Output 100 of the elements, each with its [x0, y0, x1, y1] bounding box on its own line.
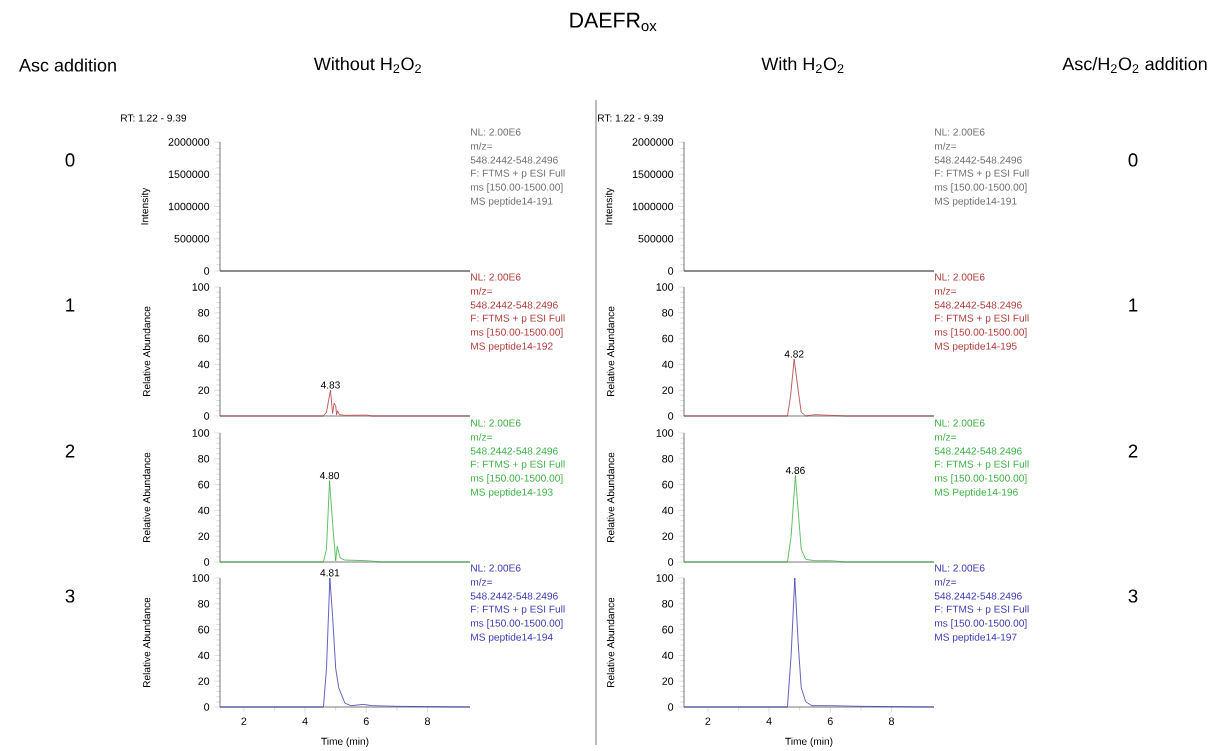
annotation: 4.83: [320, 381, 340, 389]
text: m/z=: [934, 578, 957, 586]
text: Asc/H$_{2}$O$_{2}$ addition: [1062, 57, 1207, 73]
text: NL: 2.00E6: [471, 128, 521, 136]
x-tick-label: 6: [363, 717, 369, 725]
y-tick-label: 80: [662, 455, 674, 463]
text: NL: 2.00E6: [935, 273, 985, 281]
text: ms [150.00-1500.00]: [934, 474, 1027, 484]
y-tick-label: 60: [662, 480, 674, 489]
y-tick-label: 0: [204, 558, 210, 566]
y-tick-label: 100: [656, 429, 674, 437]
text: F: FTMS + p ESI Full: [935, 314, 1029, 324]
text: RT: 1.22 - 9.39: [121, 114, 187, 122]
line-series: [683, 577, 935, 708]
y-tick-label: 0: [204, 412, 210, 420]
y-tick-label: 40: [661, 651, 674, 660]
y-tick-label: 0: [668, 558, 674, 566]
text: 548.2442-548.2496: [934, 156, 1022, 164]
annotation: 4.81: [320, 569, 340, 577]
text: 0: [65, 153, 75, 167]
text: MS peptide14-195: [935, 342, 1017, 352]
x-axis-title: Time (min): [321, 737, 369, 747]
text: ms [150.00-1500.00]: [470, 183, 563, 193]
y-tick-label: 100: [192, 429, 210, 437]
y-tick-label: 60: [198, 480, 210, 489]
x-tick-label: 8: [424, 717, 430, 725]
y-tick-label: 80: [662, 309, 674, 317]
text: RT: 1.22 - 9.39: [598, 114, 664, 122]
text: 548.2442-548.2496: [470, 592, 558, 600]
x-tick-label: 4: [766, 717, 772, 725]
y-tick-label: 40: [661, 360, 674, 369]
text: 548.2442-548.2496: [470, 301, 558, 309]
y-tick-label: 20: [662, 386, 674, 394]
text: ms [150.00-1500.00]: [470, 474, 563, 484]
y-tick-label: 40: [661, 506, 674, 515]
y-tick-label: 20: [198, 386, 210, 394]
text: ms [150.00-1500.00]: [934, 619, 1027, 629]
line-series: [219, 577, 471, 708]
y-axis-title: Intensity: [604, 187, 615, 225]
y-axis-title: Intensity: [140, 187, 151, 225]
y-tick-label: 2000000: [168, 138, 210, 146]
y-tick-label: 0: [204, 703, 210, 711]
text: 2: [1128, 444, 1138, 458]
y-tick-label: 40: [197, 506, 210, 515]
text: F: FTMS + p ESI Full: [935, 605, 1029, 615]
annotation: 4.86: [785, 466, 805, 474]
text: 1: [1129, 298, 1138, 312]
y-tick-label: 1500000: [168, 170, 210, 179]
y-tick-label: 60: [198, 334, 210, 343]
text: 2: [65, 444, 75, 458]
x-tick-label: 2: [705, 717, 711, 725]
text: F: FTMS + p ESI Full: [471, 605, 565, 615]
y-tick-label: 60: [198, 625, 210, 634]
text: NL: 2.00E6: [471, 273, 521, 281]
y-tick-label: 1000000: [632, 202, 674, 211]
text: 3: [1128, 589, 1138, 603]
text: 1: [66, 298, 75, 312]
text: 548.2442-548.2496: [934, 447, 1022, 455]
text: 0: [1128, 153, 1138, 167]
text: MS peptide14-191: [471, 197, 553, 207]
y-tick-label: 2000000: [632, 138, 674, 146]
text: m/z=: [934, 142, 957, 150]
text: ms [150.00-1500.00]: [470, 619, 563, 629]
text: NL: 2.00E6: [471, 564, 521, 572]
y-tick-label: 100: [656, 283, 674, 291]
text: F: FTMS + p ESI Full: [471, 460, 565, 470]
x-tick-label: 4: [302, 717, 308, 725]
y-tick-label: 20: [662, 677, 674, 685]
text: m/z=: [470, 142, 493, 150]
y-tick-label: 0: [668, 267, 674, 275]
y-tick-label: 1000000: [168, 202, 210, 211]
x-tick-label: 6: [827, 717, 833, 725]
y-tick-label: 80: [198, 309, 210, 317]
y-tick-label: 20: [198, 532, 210, 540]
y-tick-label: 60: [662, 625, 674, 634]
text: 548.2442-548.2496: [470, 156, 558, 164]
text: ms [150.00-1500.00]: [470, 328, 563, 338]
annotation: 4.82: [784, 350, 804, 358]
annotation: 4.80: [319, 471, 340, 480]
text: ms [150.00-1500.00]: [934, 328, 1027, 338]
y-axis-title: Relative Abundance: [142, 452, 151, 543]
text: MS peptide14-194: [471, 633, 553, 643]
text: MS peptide14-192: [471, 342, 553, 352]
y-tick-label: 500000: [638, 234, 674, 243]
text: NL: 2.00E6: [935, 419, 985, 427]
y-tick-label: 0: [668, 703, 674, 711]
y-tick-label: 80: [198, 455, 210, 463]
y-axis-title: Relative Abundance: [142, 597, 151, 688]
text: MS peptide14-197: [935, 633, 1017, 643]
y-tick-label: 40: [197, 651, 210, 660]
text: m/z=: [934, 433, 957, 441]
text: DAEFR$_{ox}$: [570, 12, 657, 32]
text: MS Peptide14-196: [935, 488, 1018, 498]
y-axis-title: Relative Abundance: [606, 597, 615, 688]
y-axis-title: Relative Abundance: [606, 452, 615, 543]
chart-subtitle: With H$_{2}$O$_{2}$: [761, 57, 844, 73]
text: NL: 2.00E6: [471, 419, 521, 427]
x-axis-title: Time (min): [785, 737, 833, 747]
text: F: FTMS + p ESI Full: [471, 169, 565, 179]
text: F: FTMS + p ESI Full: [935, 169, 1029, 179]
